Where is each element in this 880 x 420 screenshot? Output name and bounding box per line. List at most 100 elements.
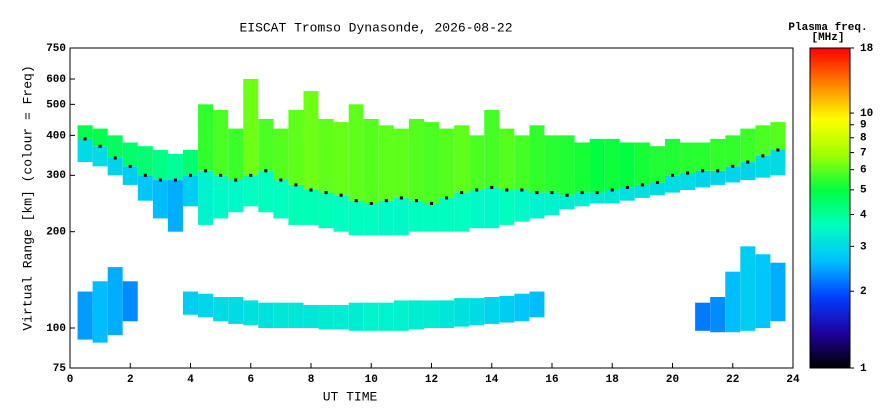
echo <box>122 281 138 322</box>
echo <box>439 128 455 198</box>
echo <box>243 79 259 176</box>
echo <box>574 192 590 207</box>
peak-trace-dot <box>520 188 524 192</box>
echo <box>348 200 364 236</box>
echo <box>499 295 515 323</box>
echo <box>710 138 726 171</box>
peak-trace-dot <box>746 160 750 164</box>
colorbar-label: [MHz] <box>811 32 844 44</box>
y-tick-label: 500 <box>46 99 66 111</box>
y-axis-label: Virtual Range [km] (colour = Freq) <box>20 65 35 330</box>
echo <box>740 246 756 331</box>
echo <box>424 203 439 232</box>
echo <box>228 297 244 324</box>
echo <box>484 110 500 188</box>
echo <box>499 189 515 225</box>
echo <box>740 162 756 181</box>
echo <box>634 184 650 198</box>
echo <box>183 175 198 207</box>
peak-trace-dot <box>414 199 418 203</box>
echo <box>137 146 153 176</box>
echo <box>725 166 741 183</box>
x-tick-label: 14 <box>485 374 499 386</box>
colorbar-label: Plasma freq. <box>788 22 867 34</box>
y-tick-label: 200 <box>46 227 66 239</box>
peak-trace-dot <box>264 169 268 173</box>
x-tick-label: 16 <box>545 374 558 386</box>
echo <box>680 173 696 190</box>
echo <box>665 175 680 193</box>
chart-title: EISCAT Tromso Dynasonde, 2026-08-22 <box>239 20 512 35</box>
echo <box>258 118 274 171</box>
peak-trace-dot <box>83 137 87 141</box>
colorbar-tick-label: 1 <box>860 363 867 375</box>
peak-trace-dot <box>761 154 765 158</box>
echo <box>424 300 439 329</box>
echo <box>559 195 575 210</box>
echo <box>378 302 394 331</box>
echo <box>273 128 289 181</box>
echo <box>469 298 485 326</box>
y-tick-label: 75 <box>53 363 67 375</box>
echo <box>303 189 319 225</box>
echo <box>243 175 259 207</box>
x-tick-label: 10 <box>365 374 378 386</box>
colorbar-tick-label: 7 <box>860 147 867 159</box>
echo <box>288 302 304 329</box>
echo <box>198 170 214 225</box>
echo <box>198 293 214 318</box>
echo <box>770 262 786 322</box>
echo <box>529 291 545 318</box>
x-tick-label: 6 <box>247 374 254 386</box>
x-tick-label: 22 <box>726 374 739 386</box>
echo <box>107 135 123 158</box>
echo <box>243 300 259 326</box>
echo <box>228 180 244 213</box>
x-tick-label: 18 <box>606 374 620 386</box>
peak-trace-dot <box>204 169 208 173</box>
peak-trace-dot <box>234 178 238 182</box>
echo <box>499 128 515 190</box>
x-tick-label: 20 <box>666 374 679 386</box>
echo <box>137 175 153 201</box>
colorbar-tick-label: 10 <box>860 108 873 120</box>
x-axis-label: UT TIME <box>323 389 378 404</box>
echo <box>92 146 108 167</box>
colorbar-tick-label: 8 <box>860 133 867 145</box>
peak-trace-dot <box>731 164 735 168</box>
echo <box>710 297 726 333</box>
echo <box>92 281 108 343</box>
y-tick-label: 600 <box>46 74 66 86</box>
echo <box>303 305 319 329</box>
echo <box>529 192 545 219</box>
x-tick-label: 4 <box>187 374 194 386</box>
echo <box>378 125 394 201</box>
echo <box>544 192 560 216</box>
echo <box>634 142 650 185</box>
colorbar-tick-label: 3 <box>860 241 867 253</box>
y-tick-label: 400 <box>46 130 66 142</box>
echo <box>363 118 379 204</box>
peak-trace-dot <box>686 171 690 175</box>
peak-trace-dot <box>309 188 313 192</box>
echo <box>348 302 364 331</box>
colorbar-tick-label: 6 <box>860 165 867 177</box>
echo <box>318 118 334 193</box>
echo <box>258 170 274 213</box>
peak-trace-dot <box>128 164 132 168</box>
echo <box>649 146 665 183</box>
peak-trace-dot <box>640 183 644 187</box>
echo <box>484 187 500 229</box>
echo <box>273 302 289 329</box>
echo <box>408 118 424 201</box>
peak-trace-dot <box>550 191 554 195</box>
echo <box>770 122 786 151</box>
peak-trace-dot <box>249 173 253 177</box>
echo <box>695 142 711 171</box>
echo <box>288 110 304 185</box>
colorbar-tick-label: 9 <box>860 120 867 132</box>
peak-trace-dot <box>716 169 720 173</box>
x-tick-label: 0 <box>67 374 74 386</box>
peak-trace-dot <box>173 178 177 182</box>
